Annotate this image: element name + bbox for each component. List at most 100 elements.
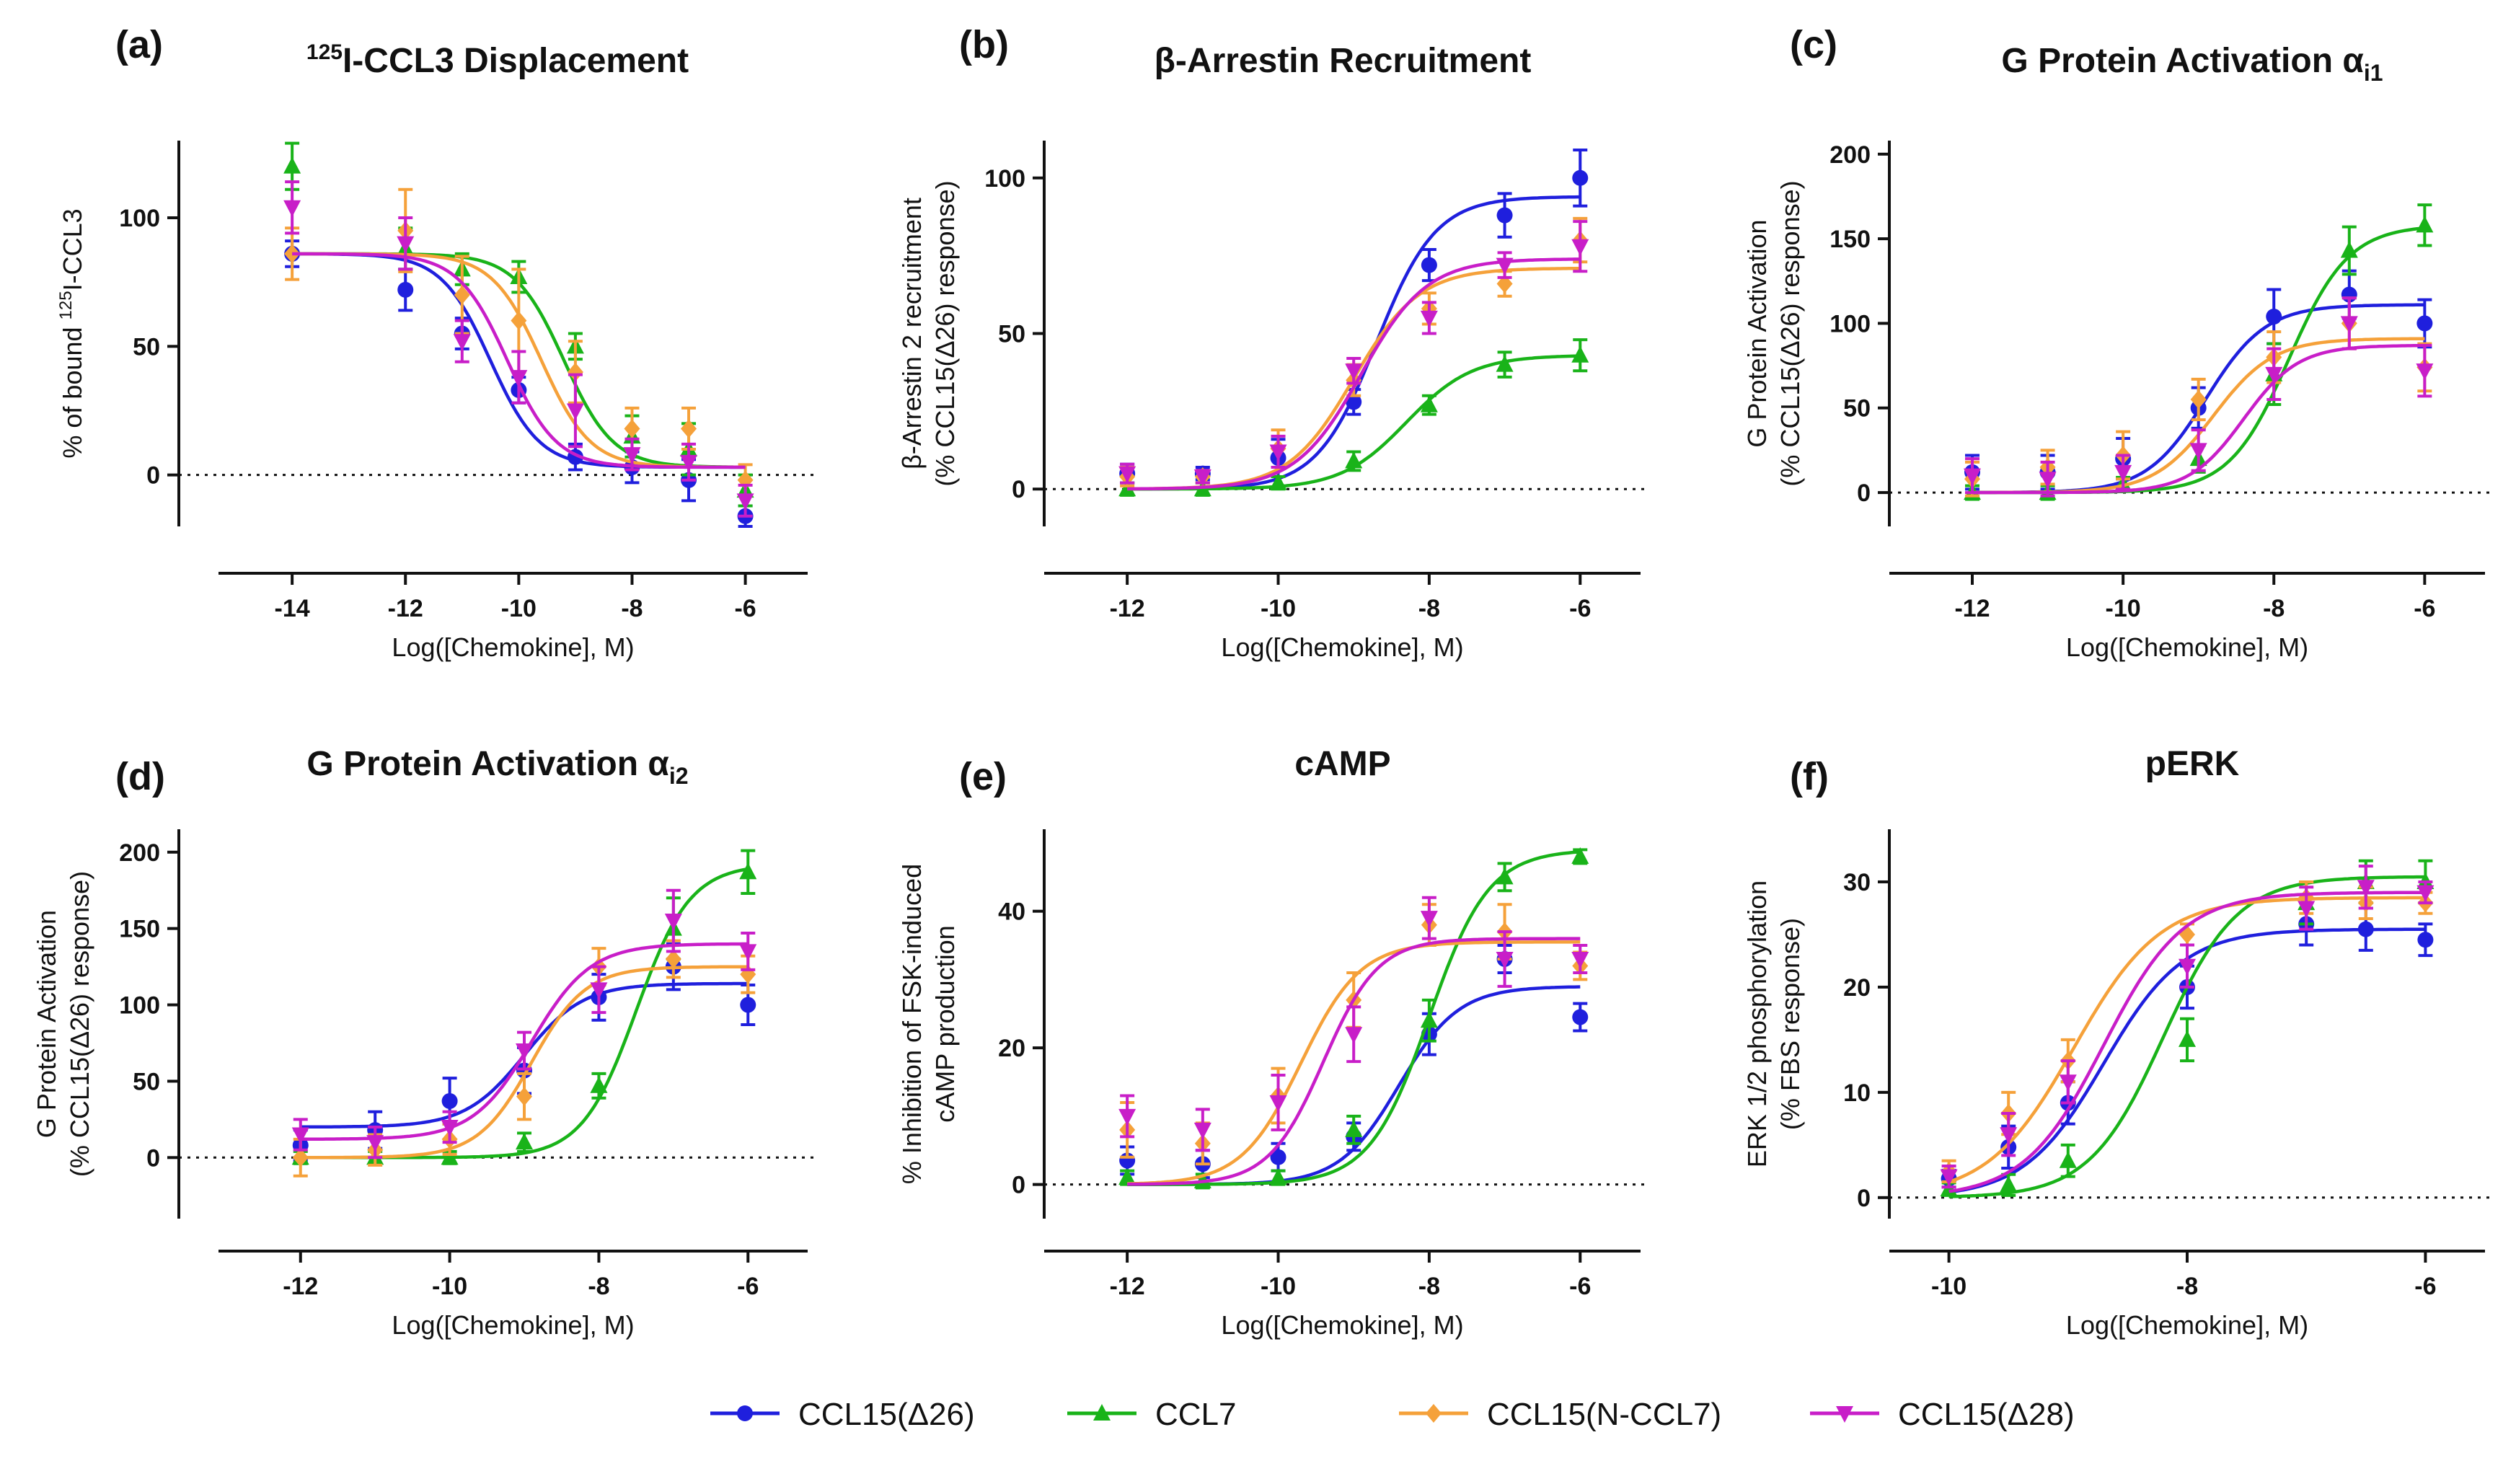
x-tick-label: -10: [432, 1273, 467, 1300]
x-tick-label: -6: [1569, 1273, 1591, 1300]
y-axis-label: (% FBS response): [1775, 918, 1805, 1130]
data-point: [1269, 473, 1287, 490]
y-axis-label: % Inhibition of FSK-induced: [897, 864, 927, 1184]
x-tick-label: -6: [2414, 595, 2435, 622]
data-point: [2357, 921, 2374, 937]
data-point: [1118, 1108, 1136, 1126]
x-tick-label: -6: [2414, 1273, 2436, 1300]
x-tick-label: -8: [588, 1273, 609, 1300]
data-point: [453, 334, 471, 351]
fit-curve: [1127, 195, 1581, 491]
data-point: [2039, 472, 2057, 489]
x-tick-label: -8: [2263, 595, 2285, 622]
series-ccl15-n-ccl7: [1119, 216, 1589, 491]
data-point: [2416, 363, 2434, 381]
data-point: [590, 982, 608, 999]
x-tick-label: -12: [388, 595, 423, 622]
y-tick-label: 150: [1829, 226, 1871, 253]
data-point: [2190, 390, 2207, 410]
x-tick-label: -10: [2106, 595, 2141, 622]
data-point: [397, 281, 414, 298]
x-tick-label: -6: [734, 595, 756, 622]
y-tick-label: 0: [1012, 1172, 1025, 1199]
data-point: [441, 1092, 458, 1109]
data-point: [665, 950, 681, 968]
data-point: [1964, 468, 1982, 485]
x-tick-label: -12: [1954, 595, 1990, 622]
y-tick-label: 200: [119, 839, 160, 867]
series-ccl15-28: [1964, 296, 2434, 498]
data-point: [2179, 1030, 2196, 1047]
y-tick-label: 40: [998, 898, 1025, 926]
data-point: [1571, 239, 1589, 256]
data-point: [1345, 1027, 1363, 1044]
y-tick-label: 0: [146, 462, 160, 490]
data-point: [1572, 169, 1589, 186]
data-point: [1496, 274, 1513, 293]
data-point: [1345, 363, 1363, 381]
data-point: [664, 914, 682, 931]
data-point: [2179, 958, 2196, 976]
data-point: [1572, 1009, 1589, 1025]
panel-c: (c) G Protein Activation αi1 0 50 100 150 200 -…: [1742, 23, 2492, 662]
data-point: [1118, 480, 1136, 497]
data-point: [2357, 880, 2375, 897]
x-axis-label: Log([Chemokine], M): [392, 1310, 634, 1340]
data-point: [2059, 1151, 2077, 1168]
y-tick-label: 20: [1843, 974, 1871, 1002]
x-axis-label: Log([Chemokine], M): [2066, 632, 2308, 662]
data-point: [1496, 867, 1514, 885]
data-point: [567, 363, 583, 381]
y-axis-label: β-Arrestin 2 recruitment: [897, 198, 927, 469]
x-tick-label: -10: [1261, 595, 1296, 622]
panel-b: (b) β-Arrestin Recruitment 0 50 100 -12 -10 -8 -…: [897, 23, 1648, 662]
x-tick-label: -6: [1569, 595, 1591, 622]
data-point: [2179, 924, 2195, 944]
data-point: [624, 419, 640, 438]
data-point: [1496, 355, 1514, 372]
series-ccl15-28: [283, 180, 754, 518]
data-point: [1571, 952, 1589, 968]
data-point: [1345, 451, 1363, 469]
data-point: [1496, 207, 1513, 224]
data-point: [681, 419, 697, 438]
legend-label: CCL7: [1155, 1397, 1237, 1432]
y-tick-label: 50: [133, 1068, 160, 1095]
panel-title: pERK: [2145, 745, 2240, 783]
y-axis-label: cAMP production: [930, 925, 960, 1122]
y-tick-label: 50: [133, 333, 160, 361]
panel-a: (a) 125I-CCL3 Displacement 0 50 100 -14 -12 -10…: [56, 23, 815, 662]
data-point: [1193, 1122, 1211, 1139]
legend-marker: [1093, 1404, 1111, 1421]
data-point: [1496, 952, 1514, 968]
panel-letter: (b): [959, 23, 1009, 66]
y-tick-label: 50: [998, 321, 1025, 348]
data-point: [510, 370, 528, 387]
x-axis-label: Log([Chemokine], M): [392, 632, 634, 662]
data-point: [2340, 241, 2358, 258]
data-point: [1420, 911, 1438, 928]
data-point: [2340, 316, 2358, 333]
x-tick-label: -10: [1261, 1273, 1296, 1300]
y-axis-label: (% CCL15(Δ26) response): [930, 180, 960, 486]
y-axis-label: % of bound 125I-CCL3: [56, 208, 87, 458]
data-point: [2416, 216, 2434, 233]
data-point: [736, 493, 754, 511]
data-point: [283, 156, 301, 174]
fit-curve: [1948, 896, 2426, 1184]
series-ccl15-28: [291, 888, 757, 1160]
x-tick-label: -12: [1110, 1273, 1145, 1300]
data-point: [1270, 1149, 1286, 1165]
y-tick-label: 20: [998, 1035, 1025, 1062]
data-point: [1193, 469, 1211, 486]
data-point: [1118, 1168, 1136, 1185]
data-point: [1346, 394, 1362, 410]
data-point: [623, 447, 641, 464]
panel-title: β-Arrestin Recruitment: [1155, 42, 1532, 80]
fit-curve: [1948, 891, 2426, 1193]
panel-letter: (f): [1790, 755, 1829, 798]
data-point: [2265, 366, 2283, 384]
x-axis-label: Log([Chemokine], M): [1221, 632, 1463, 662]
data-point: [283, 200, 301, 217]
data-point: [1571, 345, 1589, 363]
